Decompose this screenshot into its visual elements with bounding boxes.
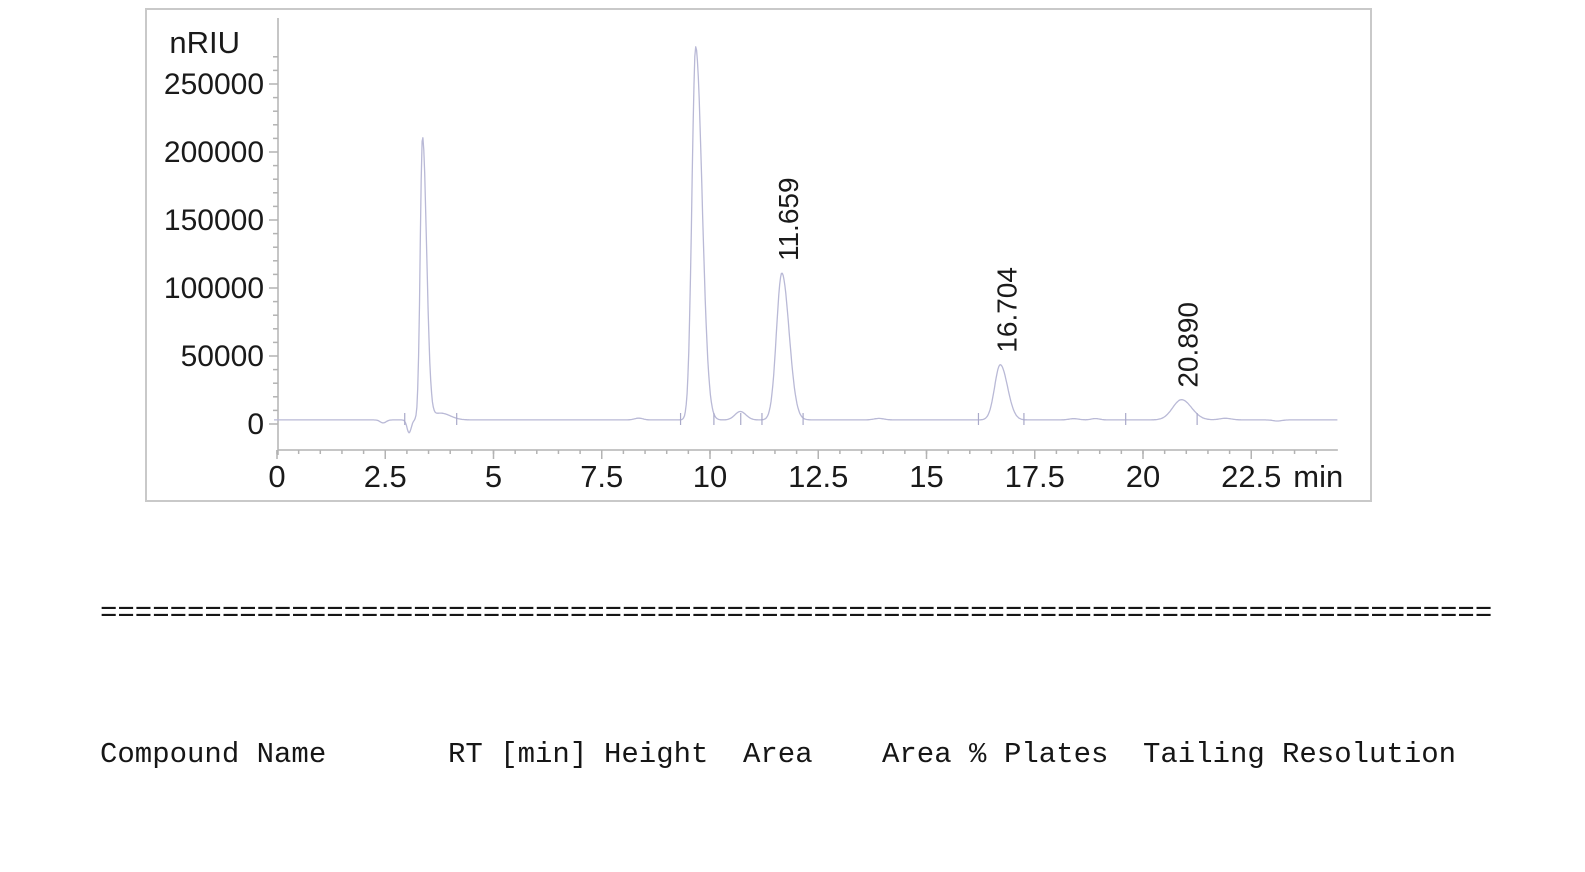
col-area-pct: Area %: [882, 738, 987, 771]
svg-text:0: 0: [247, 408, 264, 441]
svg-text:10: 10: [693, 459, 727, 494]
peak-rt-label: 11.659: [773, 177, 804, 261]
col-plates: Plates: [1004, 738, 1109, 771]
col-height: Height: [604, 738, 709, 771]
svg-text:nRIU: nRIU: [169, 25, 240, 60]
svg-text:200000: 200000: [164, 136, 264, 169]
svg-text:2.5: 2.5: [364, 459, 407, 494]
col-resolution: Resolution: [1282, 738, 1457, 771]
svg-text:100000: 100000: [164, 272, 264, 305]
chromatogram-trace: [274, 46, 1338, 434]
svg-text:15: 15: [909, 459, 943, 494]
table-top-rule: ========================================…: [100, 597, 1492, 630]
svg-text:min: min: [1293, 459, 1343, 494]
svg-text:12.5: 12.5: [788, 459, 848, 494]
svg-text:20: 20: [1126, 459, 1160, 494]
table-header-row: Compound Name RT [min] Height Area Area …: [100, 735, 1492, 775]
results-table: ========================================…: [100, 530, 1492, 872]
chromatogram-panel: 0 50000 100000 150000 200000 250000 nRIU 0 2.5 5 7…: [145, 8, 1372, 502]
svg-text:17.5: 17.5: [1005, 459, 1065, 494]
col-rt: RT [min]: [448, 738, 588, 771]
svg-text:250000: 250000: [164, 68, 264, 101]
col-area: Area: [743, 738, 813, 771]
svg-text:22.5: 22.5: [1221, 459, 1281, 494]
peak-rt-label: 20.890: [1173, 302, 1204, 388]
svg-text:150000: 150000: [164, 204, 264, 237]
svg-text:5: 5: [485, 459, 502, 494]
col-compound-name: Compound Name: [100, 738, 327, 771]
svg-text:50000: 50000: [181, 340, 264, 373]
svg-text:0: 0: [268, 459, 285, 494]
svg-text:7.5: 7.5: [580, 459, 623, 494]
chromatogram-plot: 0 50000 100000 150000 200000 250000 nRIU 0 2.5 5 7…: [164, 18, 1343, 494]
col-tailing: Tailing: [1143, 738, 1265, 771]
peak-rt-label: 16.704: [991, 267, 1022, 353]
